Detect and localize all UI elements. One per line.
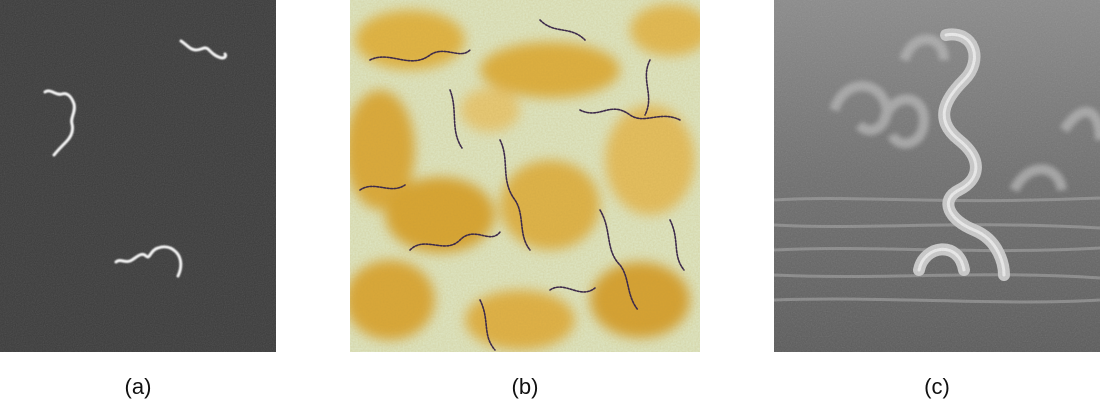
panel-c-sem-image [774,0,1100,352]
spirochete-b-1 [369,49,471,62]
spirochete-b-5 [599,209,639,311]
spirochete-b-7 [644,59,651,116]
spirochete-b-9 [539,19,586,41]
spirochete-b-3 [579,108,681,121]
panel-c-caption: (c) [924,374,950,399]
spirochete-b-12 [669,219,685,271]
panel-a-caption: (a) [124,374,152,399]
panel-b-caption: (b) [511,374,539,399]
spirochete-b-8 [359,184,406,191]
spirochete-b-11 [479,299,496,351]
spirochete-2 [43,89,76,157]
panel-a-darkfield-image [0,0,276,352]
spirochete-1 [179,39,228,60]
spirochete-b-10 [549,286,596,293]
spirochete-3 [114,245,183,278]
spirochete-b-6 [449,89,463,149]
panel-b-stained-tissue-image [350,0,700,352]
spirochete-b-2 [499,139,531,251]
spirochete-b-4 [409,231,501,251]
